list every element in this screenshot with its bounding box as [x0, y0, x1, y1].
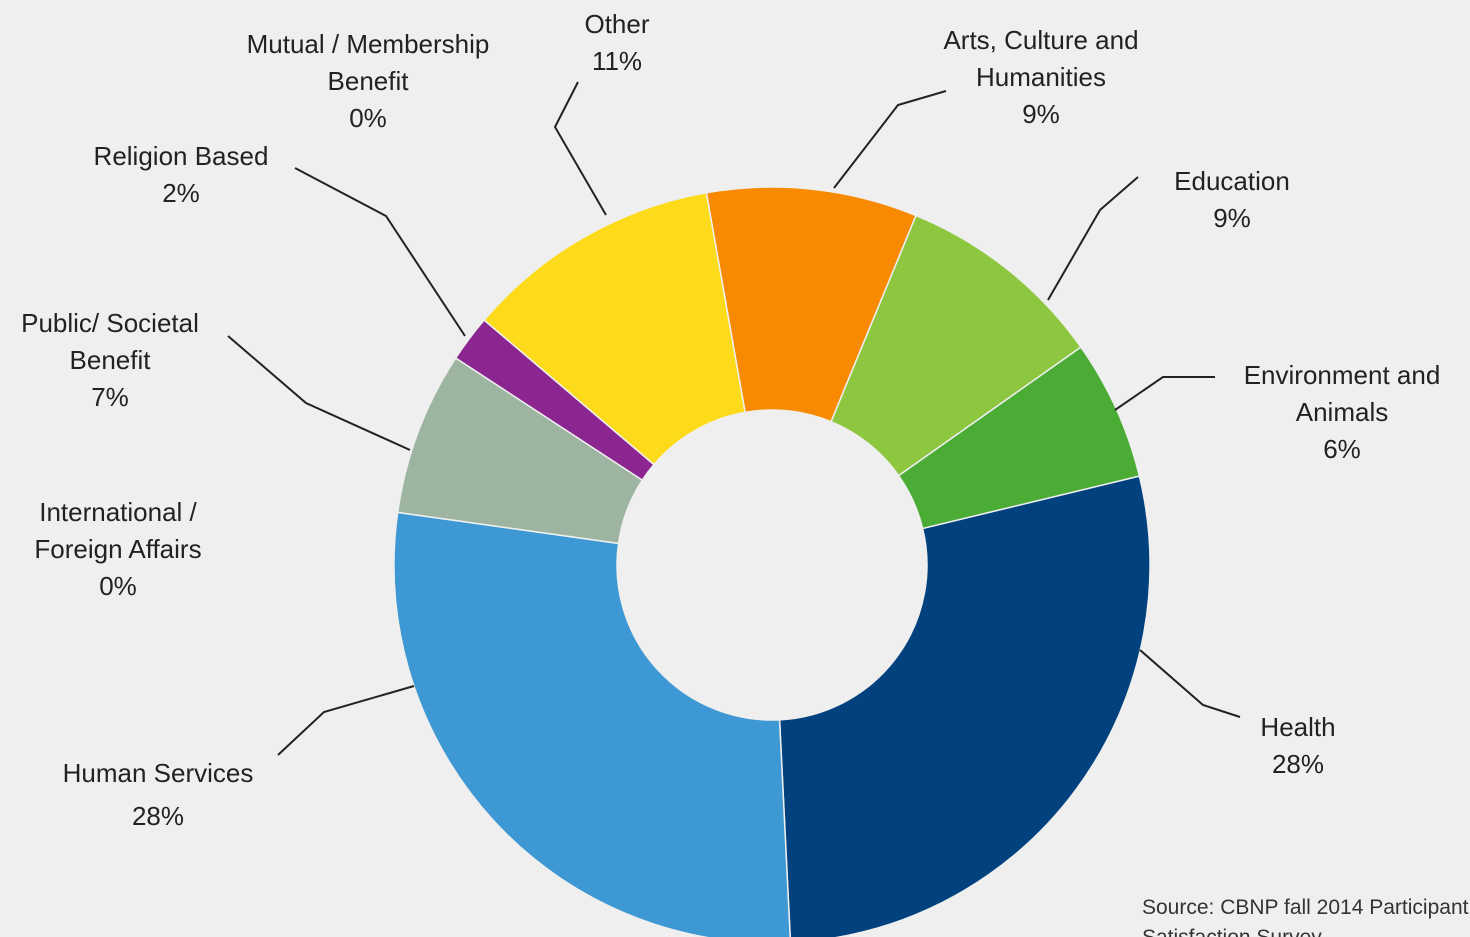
- slice-label: Other 11%: [517, 6, 717, 80]
- category-label: Human Services: [62, 758, 254, 788]
- value-label: 28%: [131, 801, 185, 831]
- category-label: Religion Based: [93, 141, 269, 171]
- value-label: 9%: [1022, 99, 1060, 129]
- category-label: Arts, Culture and Humanities: [943, 25, 1139, 92]
- category-label: International / Foreign Affairs: [34, 497, 202, 564]
- slice-label: Religion Based 2%: [61, 138, 301, 212]
- slice-label: Human Services 28%: [28, 755, 288, 835]
- slice-label: Health 28%: [1198, 709, 1398, 783]
- value-label: 28%: [1271, 749, 1325, 779]
- leader-line: [294, 167, 466, 337]
- slice-label: International / Foreign Affairs 0%: [11, 494, 226, 605]
- leader-line: [1114, 376, 1215, 411]
- slice-label: Education 9%: [1107, 163, 1357, 237]
- leader-line: [1139, 649, 1241, 718]
- value-label: 2%: [162, 178, 200, 208]
- leader-line: [1047, 176, 1139, 301]
- value-label: 0%: [99, 571, 137, 601]
- category-label: Public/ Societal Benefit: [21, 308, 199, 375]
- value-label: 0%: [349, 103, 387, 133]
- donut-slice: [705, 186, 918, 423]
- value-label: 7%: [91, 382, 129, 412]
- leader-line: [553, 81, 607, 216]
- value-label: 9%: [1213, 203, 1251, 233]
- category-label: Mutual / Membership Benefit: [246, 29, 490, 96]
- slice-label: Arts, Culture and Humanities 9%: [916, 22, 1166, 133]
- slice-label: Mutual / Membership Benefit 0%: [218, 26, 518, 137]
- leader-line: [833, 90, 947, 189]
- leader-line: [227, 335, 411, 451]
- category-label: Education: [1174, 166, 1290, 196]
- value-label: 11%: [591, 46, 643, 76]
- value-label: 6%: [1323, 434, 1361, 464]
- category-label: Health: [1260, 712, 1336, 742]
- slice-label: Environment and Animals 6%: [1222, 357, 1462, 468]
- donut-slice: [830, 214, 1082, 477]
- source-note: Source: CBNP fall 2014 Participant Satis…: [1142, 896, 1469, 937]
- category-label: Other: [584, 9, 650, 39]
- donut-slice: [393, 511, 791, 937]
- donut-slice: [483, 191, 746, 466]
- slice-label: Public/ Societal Benefit 7%: [0, 305, 223, 416]
- donut-slice: [778, 475, 1151, 937]
- leader-line: [277, 685, 415, 756]
- category-label: Environment and Animals: [1243, 360, 1441, 427]
